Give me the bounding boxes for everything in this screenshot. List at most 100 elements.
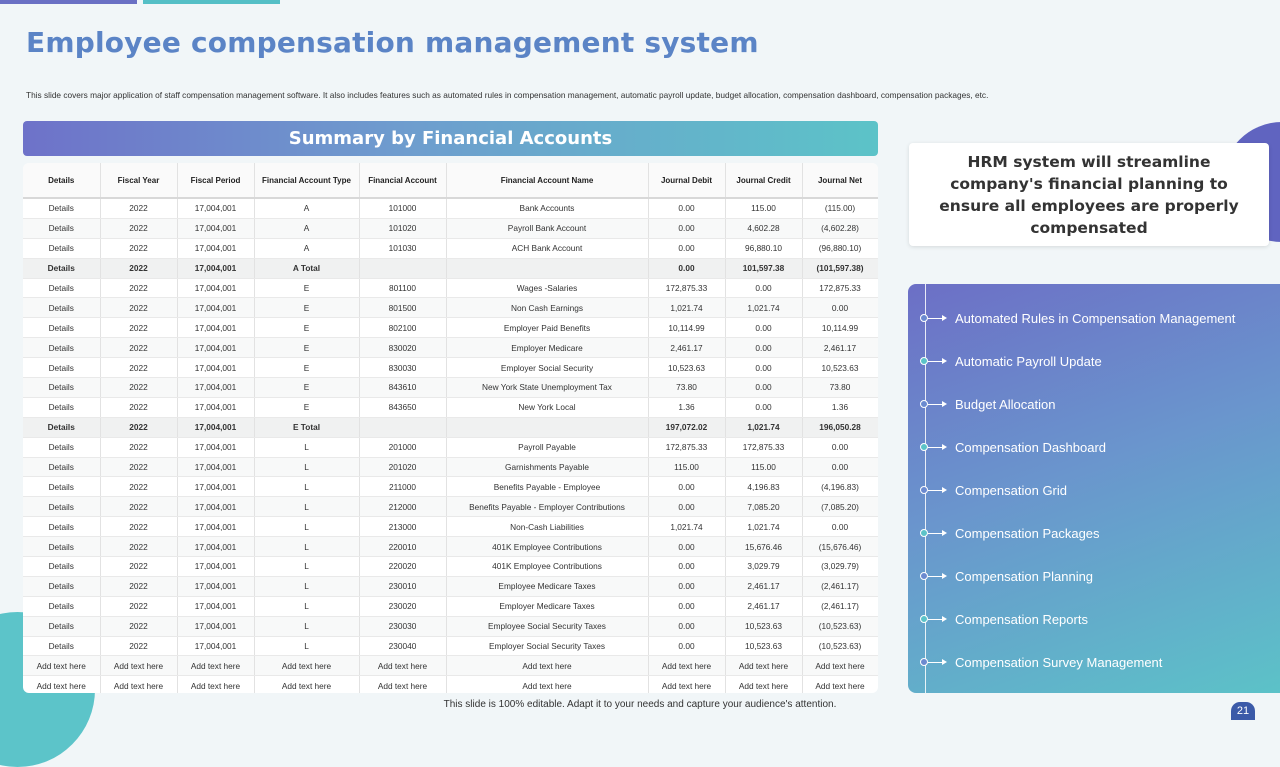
table-cell: 17,004,001 [177,198,255,219]
table-cell: 0.00 [802,437,878,458]
table-cell: (101,597.38) [802,258,878,279]
table-cell: Add text here [177,675,255,693]
table-cell: L [254,457,360,478]
table-cell: 10,523.63 [648,357,726,379]
column-header: Fiscal Period [177,163,255,199]
table-cell: 2022 [100,417,178,438]
arrow-head-icon [942,401,947,407]
table-cell: 213000 [359,516,447,538]
table-cell: Employer Social Security [446,357,649,379]
table-cell: 220020 [359,556,447,577]
table-header-row: Details Fiscal Year Fiscal Period Financial… [23,163,878,199]
feature-item: Compensation Grid [920,480,1067,500]
table-cell: New York State Unemployment Tax [446,377,649,398]
table-row: Details 2022 17,004,001 A 101020 Payroll Bank… [23,218,878,239]
table-cell: L [254,437,360,458]
feature-label: Compensation Dashboard [955,439,1107,455]
table-cell [446,417,649,438]
table-cell: 2022 [100,317,178,339]
table-cell: 801100 [359,278,447,299]
table-cell: 802100 [359,317,447,339]
table-cell: 230020 [359,596,447,617]
table-row: Details 2022 17,004,001 L 211000 Benefits Pay… [23,476,878,498]
arrow-head-icon [942,487,947,493]
arrow-line-icon [928,532,942,534]
table-cell: 115.00 [725,198,803,219]
table-cell: 0.00 [648,576,726,597]
table-cell: 201020 [359,457,447,478]
table-cell: Details [23,437,101,458]
table-cell: Details [23,198,101,219]
table-cell: 0.00 [648,496,726,518]
table-cell: Add text here [648,655,726,677]
table-cell: Details [23,556,101,577]
table-row: Details 2022 17,004,001 E 801100 Wages -Salar… [23,278,878,299]
table-cell: 2022 [100,198,178,219]
table-row: Details 2022 17,004,001 L 201020 Garnishments… [23,457,878,478]
table-cell: Details [23,317,101,339]
table-cell: 17,004,001 [177,278,255,299]
table-cell: 2022 [100,616,178,637]
table-total-row: Details 2022 17,004,001 E Total 197,072.02 1,… [23,417,878,438]
table-row: Add text here Add text here Add text here A… [23,655,878,677]
table-cell: L [254,536,360,558]
top-accent-bar-teal [143,0,280,4]
table-cell: 2022 [100,437,178,458]
table-cell: 2022 [100,357,178,379]
feature-label: Automatic Payroll Update [955,353,1102,369]
table-cell: 1,021.74 [725,417,803,438]
column-header: Journal Credit [725,163,803,199]
table-cell: Details [23,297,101,319]
table-cell: E [254,278,360,299]
table-cell: Add text here [100,655,178,677]
table-row: Details 2022 17,004,001 A 101030 ACH Bank Acc… [23,238,878,259]
table-cell: 0.00 [725,278,803,299]
table-cell: Details [23,516,101,538]
column-header: Financial Account Name [446,163,649,199]
table-cell: (2,461.17) [802,596,878,617]
feature-label: Compensation Grid [955,482,1067,498]
table-cell: New York Local [446,397,649,418]
table-cell: 2022 [100,397,178,418]
table-cell: (115.00) [802,198,878,219]
table-cell: (15,676.46) [802,536,878,558]
table-cell: (4,602.28) [802,218,878,239]
table-cell: 17,004,001 [177,556,255,577]
table-cell: 17,004,001 [177,636,255,657]
table-cell: 830030 [359,357,447,379]
table-cell: 2022 [100,556,178,577]
table-row: Details 2022 17,004,001 E 802100 Employer Pai… [23,317,878,339]
table-cell: Add text here [254,655,360,677]
table-cell: Details [23,278,101,299]
financial-accounts-table-container: Details Fiscal Year Fiscal Period Financial… [23,163,878,693]
table-cell: Bank Accounts [446,198,649,219]
table-cell: L [254,596,360,617]
table-cell: 401K Employee Contributions [446,536,649,558]
table-total-row: Details 2022 17,004,001 A Total 0.00 101,597.… [23,258,878,279]
table-cell: Details [23,596,101,617]
table-cell: A [254,218,360,239]
table-cell: L [254,556,360,577]
table-cell: 17,004,001 [177,496,255,518]
feature-item: Compensation Planning [920,566,1093,586]
table-cell: 2022 [100,297,178,319]
table-row: Details 2022 17,004,001 L 230030 Employee Soc… [23,616,878,637]
table-cell: 17,004,001 [177,258,255,279]
table-cell: 4,602.28 [725,218,803,239]
table-cell: 220010 [359,536,447,558]
table-cell: 0.00 [648,218,726,239]
table-cell: Add text here [23,675,101,693]
timeline-dot-icon [920,572,928,580]
table-cell: Details [23,218,101,239]
table-cell: 0.00 [648,556,726,577]
table-cell: 17,004,001 [177,238,255,259]
table-cell: Employer Medicare [446,337,649,359]
table-cell: 1,021.74 [648,297,726,319]
table-cell: Details [23,457,101,478]
table-cell: Details [23,496,101,518]
timeline-dot-icon [920,658,928,666]
table-cell: 10,523.63 [802,357,878,379]
table-cell: A [254,198,360,219]
table-row: Details 2022 17,004,001 L 220020 401K Employe… [23,556,878,577]
table-cell: E Total [254,417,360,438]
